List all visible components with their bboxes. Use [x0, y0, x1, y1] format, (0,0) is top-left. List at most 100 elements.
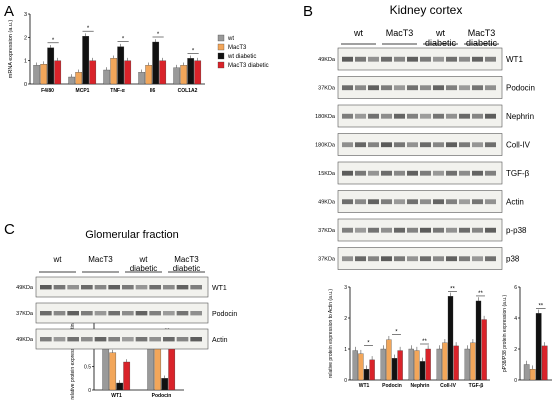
blot-band — [81, 311, 93, 316]
blot-band — [407, 85, 418, 91]
blot-band — [342, 56, 353, 62]
blot-band — [368, 256, 379, 262]
blot-band — [355, 170, 366, 176]
group-header: wt — [353, 28, 363, 38]
blot-band — [420, 227, 431, 233]
blot-band — [420, 170, 431, 176]
blot-band — [446, 227, 457, 233]
blot-band — [485, 227, 496, 233]
kda-label: 15KDa — [318, 171, 336, 177]
group-header: MacT3 diabetic — [466, 28, 498, 48]
bar — [442, 342, 448, 381]
blot-band — [108, 285, 120, 290]
bar — [124, 60, 132, 85]
bar — [386, 339, 392, 381]
y-axis-title: mRNA expression (a.u.) — [8, 20, 14, 79]
blot-band — [163, 311, 175, 316]
blot-band — [472, 170, 483, 176]
blot-band — [94, 337, 107, 342]
category-label: MCP1 — [76, 88, 90, 94]
blot-band — [485, 170, 496, 176]
legend-a: wt MacT3 wt diabetic MacT3 diabetic — [217, 34, 269, 69]
blot-band — [355, 85, 366, 91]
kda-label: 37KDa — [318, 257, 336, 263]
y-tick-label: 3 — [344, 285, 347, 291]
bar — [68, 76, 76, 85]
blot-band — [176, 337, 189, 342]
bar — [352, 350, 358, 381]
bar — [82, 36, 90, 85]
blot-band — [135, 285, 148, 290]
bar — [117, 46, 125, 85]
protein-label: WT1 — [212, 285, 227, 292]
group-header: wt diabetic — [130, 255, 158, 273]
blot-band — [355, 113, 366, 119]
kda-label: 37KDa — [318, 228, 336, 234]
blot-band — [190, 337, 202, 342]
bar — [173, 67, 181, 85]
y-tick-label: 0 — [514, 378, 517, 384]
blot-band — [420, 142, 431, 148]
bar — [54, 60, 62, 85]
bar — [358, 353, 364, 381]
category-label: WT1 — [111, 393, 122, 399]
bar — [103, 69, 111, 85]
bar — [523, 364, 530, 381]
blot-band — [459, 256, 470, 262]
kda-label: 37KDa — [16, 311, 34, 317]
blot-band — [368, 170, 379, 176]
chart-a-mrna: 0 1 2 3 mRNA expression (a.u.) F4/80 * MCP1 * TNF… — [8, 12, 205, 94]
bar — [33, 65, 41, 85]
blot-band — [407, 113, 418, 119]
blot-band — [394, 56, 405, 62]
blot-band — [485, 142, 496, 148]
blot-band — [381, 227, 392, 233]
blot-band — [433, 142, 444, 148]
bar — [109, 352, 117, 391]
y-tick-label: 2 — [344, 316, 347, 322]
bar — [529, 368, 536, 381]
blot-band — [394, 170, 405, 176]
blot-band — [394, 256, 405, 262]
panel-b-title: Kidney cortex — [390, 3, 463, 17]
blot-band — [485, 85, 496, 91]
blot-band — [394, 142, 405, 148]
blot-band — [122, 311, 134, 316]
y-axis-title: relative protein expression to Actin (a.… — [328, 289, 334, 379]
blot-band — [446, 199, 457, 205]
blot-band — [446, 256, 457, 262]
significance-marker: ** — [450, 286, 455, 292]
blot-band — [420, 56, 431, 62]
significance-marker: * — [395, 330, 398, 336]
bar — [40, 64, 48, 85]
blot-band — [407, 227, 418, 233]
bar — [194, 60, 202, 85]
blot-band — [407, 170, 418, 176]
category-label: COL1A2 — [178, 88, 198, 94]
group-header: MacT3 diabetic — [173, 255, 201, 273]
bar — [447, 296, 454, 381]
blot-band — [472, 113, 483, 119]
blot-band — [485, 199, 496, 205]
bar — [369, 359, 375, 381]
kda-label: 37KDa — [318, 86, 336, 92]
blot-band — [342, 142, 353, 148]
y-tick-label: 0.5 — [84, 365, 91, 371]
panel-letter-b: B — [303, 3, 313, 20]
blot-band — [368, 227, 379, 233]
panel-letter-c: C — [4, 221, 15, 238]
category-label: Il6 — [150, 88, 156, 94]
bar — [408, 348, 414, 381]
kda-label: 180KDa — [315, 143, 336, 149]
bar — [391, 358, 398, 381]
panel-c-title: Glomerular fraction — [85, 229, 179, 241]
kda-label: 49KDa — [318, 200, 336, 206]
blot-band — [355, 56, 366, 62]
blot-band — [190, 285, 202, 290]
blot-band — [472, 142, 483, 148]
significance-marker: ** — [422, 339, 427, 345]
blot-band — [368, 142, 379, 148]
significance-marker: * — [52, 38, 55, 44]
